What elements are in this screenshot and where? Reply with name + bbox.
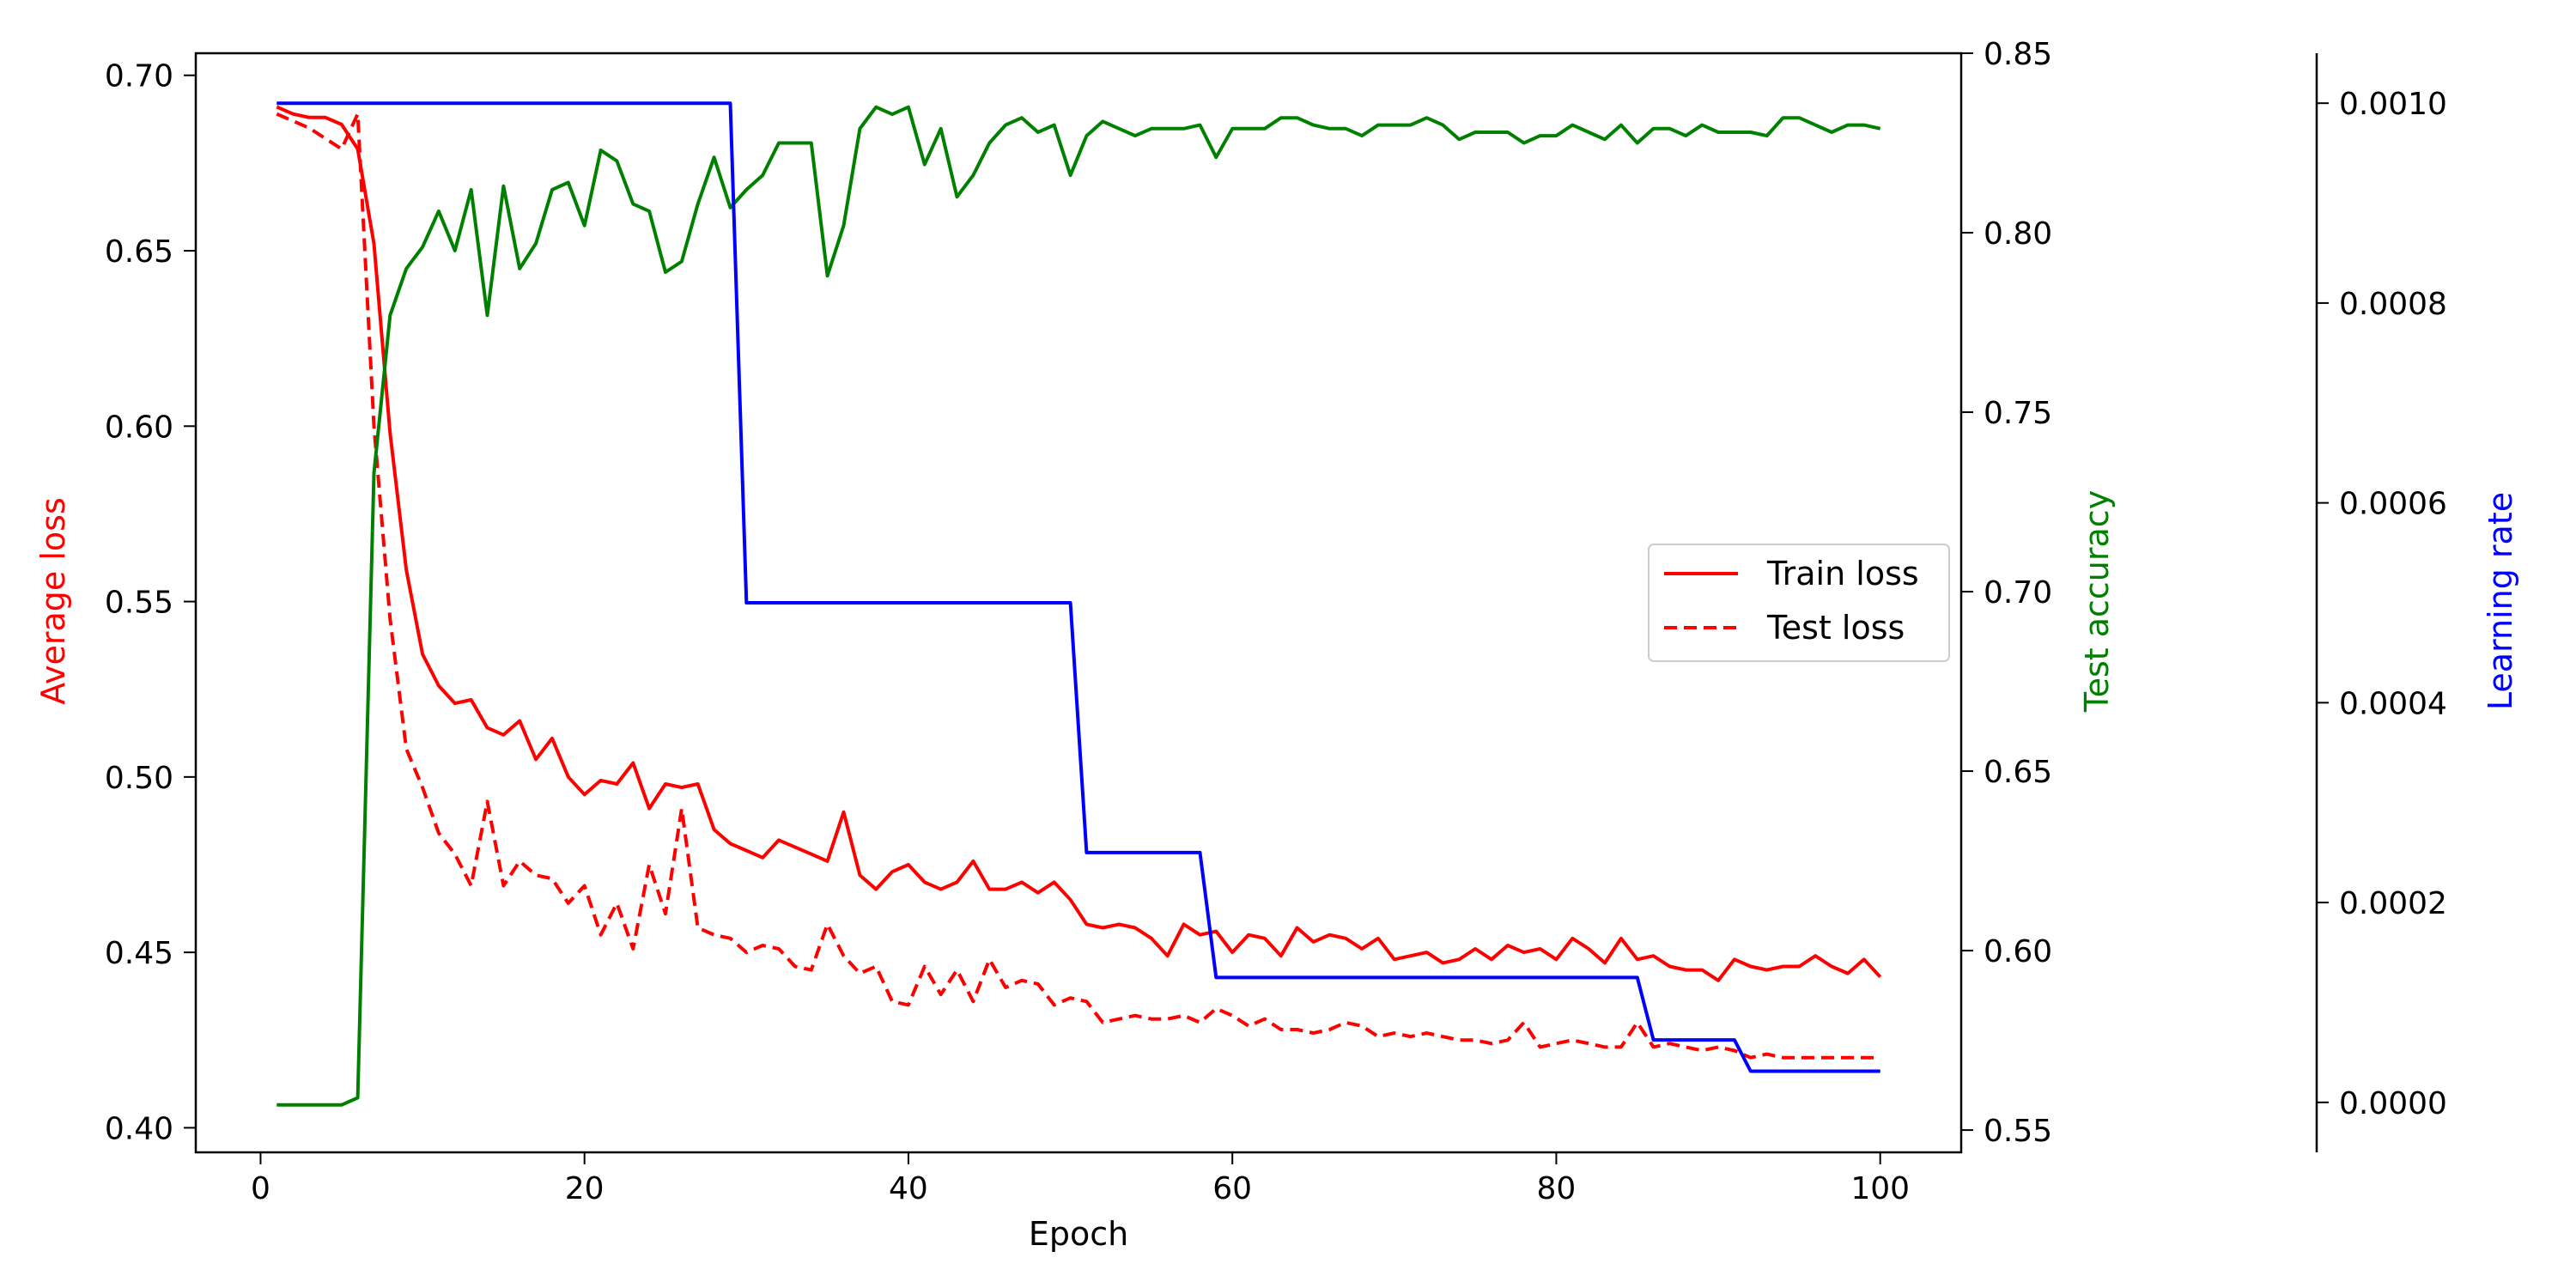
right-outer-tick-label: 0.0010 bbox=[2339, 87, 2447, 122]
x-axis-title: Epoch bbox=[1029, 1215, 1128, 1253]
left-axis-title: Average loss bbox=[34, 497, 72, 705]
series-line-learning-rate bbox=[276, 101, 1880, 1073]
series-line-test-accuracy bbox=[276, 105, 1881, 1107]
x-tick-label: 60 bbox=[1212, 1171, 1252, 1206]
right-tick-label: 0.55 bbox=[1984, 1114, 2052, 1149]
right-tick-label: 0.70 bbox=[1984, 575, 2052, 611]
left-tick-label: 0.55 bbox=[105, 586, 173, 621]
legend-test-loss-label: Test loss bbox=[1766, 609, 1905, 647]
x-tick-label: 40 bbox=[889, 1171, 928, 1206]
legend: Train loss Test loss bbox=[1648, 544, 1950, 662]
right-tick-label: 0.75 bbox=[1984, 396, 2052, 431]
right-tick-label: 0.80 bbox=[1984, 216, 2052, 252]
axes-layer: 0 20 40 60 80 100 0.40 0.45 0.50 0.55 0.60 0.65 0.70… bbox=[105, 37, 2447, 1206]
x-tick-label: 20 bbox=[565, 1171, 605, 1206]
left-tick-label: 0.60 bbox=[105, 410, 173, 445]
right-tick-label: 0.65 bbox=[1984, 755, 2052, 790]
right-tick-label: 0.85 bbox=[1984, 37, 2052, 72]
series-line-train-loss bbox=[276, 105, 1882, 982]
left-tick-label: 0.70 bbox=[105, 59, 173, 94]
legend-train-loss-label: Train loss bbox=[1766, 555, 1919, 592]
series-line-test-loss bbox=[276, 112, 1880, 1060]
x-tick-label: 0 bbox=[251, 1171, 270, 1206]
right-outer-tick-label: 0.0002 bbox=[2339, 886, 2447, 921]
x-tick-label: 80 bbox=[1537, 1171, 1577, 1206]
left-tick-label: 0.40 bbox=[105, 1111, 173, 1146]
left-tick-label: 0.65 bbox=[105, 234, 173, 270]
right-outer-axis-title: Learning rate bbox=[2482, 492, 2519, 710]
right-axis-title: Test accuracy bbox=[2078, 490, 2116, 713]
right-outer-tick-label: 0.0008 bbox=[2339, 287, 2447, 322]
right-outer-tick-label: 0.0006 bbox=[2339, 487, 2447, 522]
left-tick-label: 0.50 bbox=[105, 761, 173, 796]
x-tick-label: 100 bbox=[1850, 1171, 1910, 1206]
right-outer-tick-label: 0.0004 bbox=[2339, 686, 2447, 721]
marks-layer bbox=[276, 101, 1882, 1107]
plot-frame bbox=[194, 52, 1963, 1154]
right-outer-tick-label: 0.0000 bbox=[2339, 1086, 2447, 1121]
right-tick-label: 0.60 bbox=[1984, 934, 2052, 969]
left-tick-label: 0.45 bbox=[105, 936, 173, 971]
